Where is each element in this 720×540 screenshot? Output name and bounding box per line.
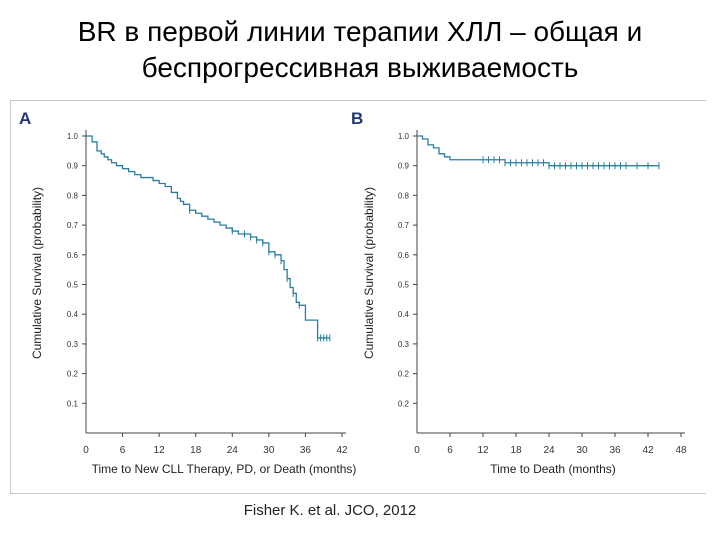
panel-a-x-tick-label: 18 [190, 445, 202, 456]
panel-a-ylabel: Cumulative Survival (probability) [30, 187, 44, 359]
panel-a-y-tick-label: 0.2 [67, 370, 79, 379]
panel-a-chart: A Cumulative Survival (probability) Time… [19, 109, 356, 476]
panel-b-x-tick-label: 12 [477, 445, 489, 456]
slide-title: BR в первой линии терапии ХЛЛ – общая и … [0, 14, 720, 86]
panel-a-x-tick-label: 24 [227, 445, 239, 456]
panel-a-xlabel: Time to New CLL Therapy, PD, or Death (m… [92, 462, 357, 476]
panel-b-y-tick-label: 0.8 [398, 191, 410, 200]
panel-b-x-tick-label: 48 [675, 445, 687, 456]
panel-b-x-tick-label: 42 [642, 445, 654, 456]
panel-a-x-tick-label: 36 [300, 445, 312, 456]
panel-a-x-tick-label: 30 [263, 445, 275, 456]
panel-b-x-tick-label: 0 [414, 445, 420, 456]
citation: Fisher K. et al. JCO, 2012 [243, 502, 417, 519]
panel-a-y-tick-label: 0.8 [67, 191, 79, 200]
panel-b-y-tick-label: 0.2 [398, 399, 410, 408]
survival-charts: A Cumulative Survival (probability) Time… [19, 109, 687, 476]
panel-b-y-tick-label: 1.0 [398, 132, 410, 141]
panel-a-letter: A [19, 109, 31, 128]
panel-b-xlabel: Time to Death (months) [490, 462, 616, 476]
panel-b-x-tick-label: 30 [576, 445, 588, 456]
panel-a-survival-curve [86, 135, 330, 339]
panel-a-y-tick-label: 0.6 [67, 251, 79, 260]
panel-a-x-tick-label: 12 [154, 445, 166, 456]
panel-b-x-tick-label: 18 [510, 445, 522, 456]
panel-b-ylabel: Cumulative Survival (probability) [362, 187, 376, 359]
panel-a-x-tick-label: 6 [120, 445, 126, 456]
panel-a-x-tick-label: 0 [83, 445, 89, 456]
panel-b-y-tick-label: 0.2 [398, 370, 410, 379]
panel-a-y-tick-label: 0.3 [67, 340, 79, 349]
panel-b-letter: B [351, 109, 363, 128]
panel-b-y-tick-label: 0.7 [398, 221, 410, 230]
panel-b-y-tick-label: 0.6 [398, 251, 410, 260]
panel-b-y-tick-label: 0.5 [398, 281, 410, 290]
slide-title-line-2: беспрогрессивная выживаемость [141, 52, 579, 83]
panel-b-x-tick-label: 36 [609, 445, 621, 456]
panel-b-x-tick-label: 24 [543, 445, 555, 456]
panel-b-y-tick-label: 0.9 [398, 162, 410, 171]
panel-a-y-tick-label: 0.5 [67, 281, 79, 290]
panel-b-x-tick-label: 6 [447, 445, 453, 456]
panel-b-y-tick-label: 0.4 [398, 310, 410, 319]
panel-b-y-tick-label: 0.3 [398, 340, 410, 349]
slide-title-line-1: BR в первой линии терапии ХЛЛ – общая и [77, 16, 643, 47]
figure-frame: A Cumulative Survival (probability) Time… [10, 100, 706, 494]
panel-a-y-tick-label: 0.9 [67, 162, 79, 171]
panel-a-y-tick-label: 1.0 [67, 132, 79, 141]
panel-a-y-tick-label: 0.7 [67, 221, 79, 230]
panel-a-y-tick-label: 0.1 [67, 399, 79, 408]
panel-a-x-tick-label: 42 [336, 445, 348, 456]
panel-b-chart: B Cumulative Survival (probability) Time… [351, 109, 687, 476]
panel-a-y-tick-label: 0.4 [67, 310, 79, 319]
